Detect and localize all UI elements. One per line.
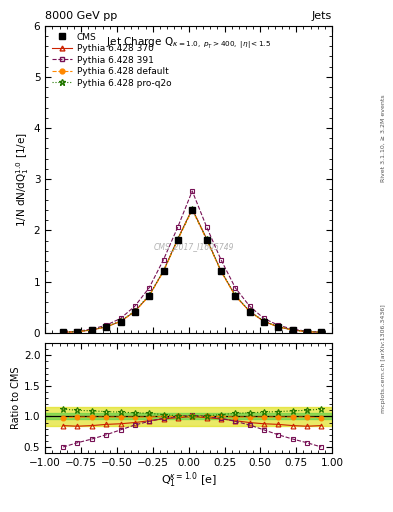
Y-axis label: 1/N dN/dQ$_1^{1.0}$ [1/e]: 1/N dN/dQ$_1^{1.0}$ [1/e] [14, 132, 31, 227]
Text: 8000 GeV pp: 8000 GeV pp [45, 11, 118, 21]
Text: Rivet 3.1.10, ≥ 3.2M events: Rivet 3.1.10, ≥ 3.2M events [381, 94, 386, 182]
X-axis label: Q$_1^{\kappa=1.0}$ [e]: Q$_1^{\kappa=1.0}$ [e] [161, 471, 217, 490]
Y-axis label: Ratio to CMS: Ratio to CMS [11, 367, 21, 430]
Text: Jet Charge Q$_{\kappa=1.0,\ p_T>400,\ |\eta|<1.5}$: Jet Charge Q$_{\kappa=1.0,\ p_T>400,\ |\… [106, 35, 271, 51]
Legend: CMS, Pythia 6.428 370, Pythia 6.428 391, Pythia 6.428 default, Pythia 6.428 pro-: CMS, Pythia 6.428 370, Pythia 6.428 391,… [50, 30, 174, 90]
Text: CMS_2017_I1605749: CMS_2017_I1605749 [154, 242, 235, 251]
Text: Jets: Jets [312, 11, 332, 21]
Text: mcplots.cern.ch [arXiv:1306.3436]: mcplots.cern.ch [arXiv:1306.3436] [381, 304, 386, 413]
